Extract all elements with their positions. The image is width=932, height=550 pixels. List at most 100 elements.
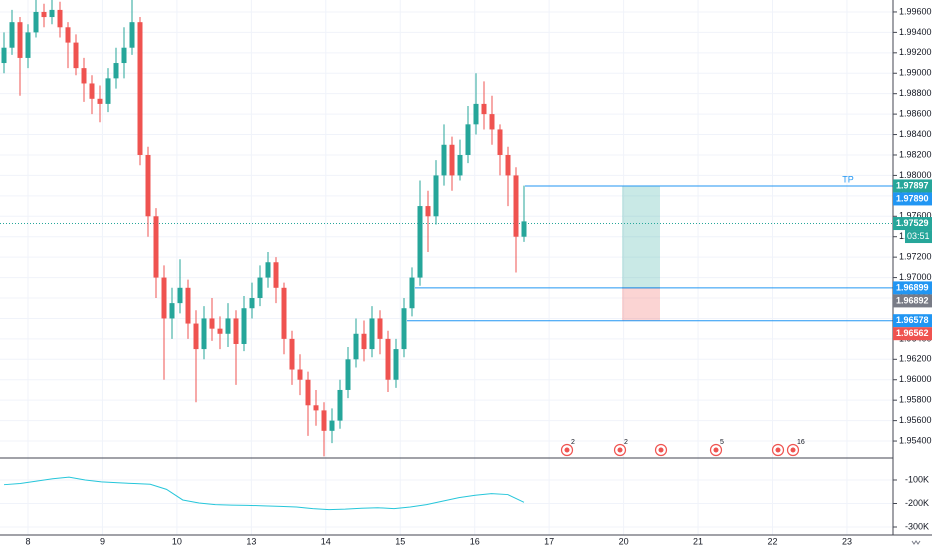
candle-body: [441, 144, 447, 176]
candle-body: [329, 420, 335, 431]
price-box: [893, 294, 932, 308]
candle-body: [505, 154, 511, 176]
x-tick-label: 21: [693, 536, 703, 546]
price-box-label: 1.96892: [896, 295, 929, 305]
y-tick-label: 1.97200: [899, 252, 932, 262]
candle-body: [41, 11, 47, 18]
candle-body: [297, 369, 303, 380]
y-tick-label: 1.99200: [899, 47, 932, 57]
candle-body: [473, 103, 479, 125]
price-box: [893, 217, 932, 231]
candle-body: [193, 323, 199, 350]
candle-body: [369, 318, 375, 350]
candle-body: [17, 22, 23, 58]
candle-body: [289, 338, 295, 370]
price-box-label: 1.96899: [896, 282, 929, 292]
plot: TP 2 2 5 16: [0, 0, 893, 511]
event-count: 2: [624, 439, 628, 446]
candle-body: [321, 410, 327, 431]
y-tick-label: 1.98400: [899, 129, 932, 139]
candle-body: [121, 47, 127, 64]
candle-body: [409, 277, 415, 309]
candle-body: [65, 27, 71, 43]
x-tick-label: 22: [767, 536, 777, 546]
event-badge[interactable]: 5: [709, 439, 725, 457]
y-tick-label: 1.97000: [899, 272, 932, 282]
x-tick-label: 14: [321, 536, 331, 546]
candle-body: [201, 318, 207, 350]
candle-body: [145, 154, 151, 217]
take-profit-zone: [622, 185, 660, 288]
price-box: [893, 281, 932, 295]
x-tick-label: 20: [619, 536, 629, 546]
event-badge[interactable]: [771, 443, 785, 457]
event-dot: [775, 447, 781, 453]
candle-body: [241, 308, 247, 344]
candle-body: [225, 318, 231, 334]
event-dot: [790, 447, 796, 453]
candle-body: [169, 303, 175, 319]
candle-body: [345, 359, 351, 390]
price-boxes: 1.97897 1.97890 1.97529 03:51 1.96899 1.96892…: [893, 179, 932, 341]
candle-body: [73, 42, 79, 69]
y-tick-label: 1.99600: [899, 6, 932, 16]
price-box-label: 1.97529: [896, 218, 929, 228]
candle-body: [481, 103, 487, 115]
y-tick-label: 1.98600: [899, 108, 932, 118]
event-count: 16: [797, 439, 805, 446]
candle-body: [265, 262, 271, 278]
x-tick-label: 16: [470, 536, 480, 546]
x-tick-label: 13: [246, 536, 256, 546]
y-tick-label: 1.98000: [899, 170, 932, 180]
candle-body: [401, 308, 407, 350]
candle-body: [521, 221, 527, 237]
x-tick-label: 8: [25, 536, 30, 546]
candle-body: [49, 9, 55, 18]
candle-body: [273, 262, 279, 288]
candle-body: [161, 277, 167, 319]
y-tick-label: 1.96000: [899, 374, 932, 384]
candle-body: [465, 124, 471, 155]
candle-body: [281, 287, 287, 339]
candle-body: [353, 333, 359, 360]
candle-body: [385, 338, 391, 380]
x-tick-label: 17: [544, 536, 554, 546]
event-badge[interactable]: [654, 443, 668, 457]
candle-body: [425, 206, 431, 217]
candle-body: [449, 144, 455, 176]
settings-icon[interactable]: [908, 537, 922, 549]
settings-glyph: [911, 540, 921, 545]
event-dot: [658, 447, 664, 453]
candle-body: [377, 318, 383, 339]
price-box-label: 1.96578: [896, 315, 929, 325]
y-tick-label: 1.97600: [899, 211, 932, 221]
candle-body: [1, 47, 7, 64]
candle-body: [489, 114, 495, 130]
y-tick-label: 1.95800: [899, 395, 932, 405]
price-box: [893, 192, 932, 206]
x-tick-label: 15: [395, 536, 405, 546]
event-dot: [564, 447, 570, 453]
candle-body: [153, 216, 159, 278]
tp-label: TP: [842, 174, 854, 184]
event-dot: [713, 447, 719, 453]
price-box-label: 1.96562: [896, 328, 929, 338]
price-box-label: 1.97897: [896, 180, 929, 190]
event-badge[interactable]: 2: [613, 439, 629, 457]
y-tick-label: 1.98800: [899, 88, 932, 98]
indicator-line: [3, 476, 525, 511]
candle-body: [177, 287, 183, 304]
event-badge[interactable]: 16: [786, 439, 805, 457]
price-box: [893, 327, 932, 341]
candle-body: [33, 11, 39, 33]
candle-body: [361, 333, 367, 350]
countdown: 03:51: [907, 231, 930, 241]
y-tick-label: 1.96200: [899, 354, 932, 364]
candle-body: [249, 298, 255, 309]
x-tick-label: 9: [100, 536, 105, 546]
candle-body: [9, 22, 15, 48]
event-badge[interactable]: 2: [560, 439, 576, 457]
event-dot: [617, 447, 623, 453]
stop-loss-zone: [622, 287, 660, 321]
